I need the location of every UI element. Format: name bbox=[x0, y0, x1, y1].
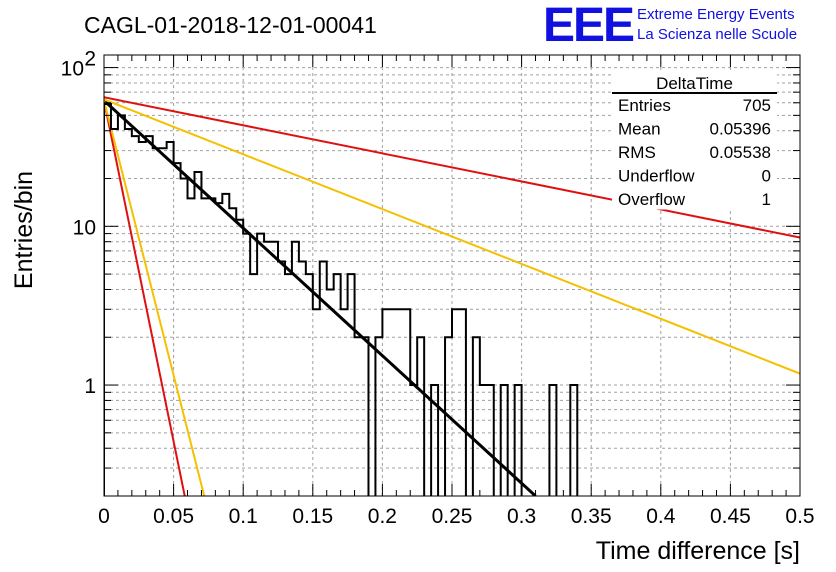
y-axis-label: Entries/bin bbox=[10, 171, 38, 289]
x-tick-label: 0.05 bbox=[153, 505, 194, 528]
eee-logo: EEE Extreme Energy Events La Scienza nel… bbox=[543, 0, 797, 52]
x-tick-label: 0.5 bbox=[785, 505, 814, 528]
grid-lines bbox=[104, 55, 800, 497]
stats-title: DeltaTime bbox=[656, 74, 733, 93]
x-tick-label: 0 bbox=[98, 505, 110, 528]
axes: 0 0.05 0.1 0.15 0.2 0.25 0.3 0.35 0.4 0.45 0.51101… bbox=[61, 48, 815, 528]
y-tick-label: 1 bbox=[84, 375, 96, 398]
x-tick-label: 0.1 bbox=[229, 505, 258, 528]
fit-line bbox=[104, 100, 206, 496]
fit-line bbox=[104, 100, 186, 496]
x-tick-label: 0.35 bbox=[571, 505, 612, 528]
histogram-outline bbox=[104, 102, 579, 496]
stats-row-label: Entries bbox=[618, 96, 671, 115]
stats-row-value: 705 bbox=[743, 96, 771, 115]
plot-area bbox=[104, 96, 800, 496]
logo-line-1: Extreme Energy Events bbox=[637, 6, 795, 23]
stats-row-label: Overflow bbox=[618, 190, 686, 209]
stats-row-label: Mean bbox=[618, 120, 661, 139]
eee-logo-text: EEE bbox=[543, 0, 634, 52]
y-tick-label: 10 bbox=[61, 58, 84, 81]
x-tick-label: 0.3 bbox=[507, 505, 536, 528]
y-tick-label: 10 bbox=[73, 216, 96, 239]
stats-row-value: 0.05538 bbox=[710, 143, 771, 162]
stats-row-value: 1 bbox=[762, 190, 771, 209]
stats-box: DeltaTime Entries 705 Mean 0.05396 RMS 0.05538… bbox=[612, 73, 777, 210]
stats-row-value: 0 bbox=[762, 167, 771, 186]
stats-row-value: 0.05396 bbox=[710, 120, 771, 139]
x-tick-label: 0.15 bbox=[292, 505, 333, 528]
x-tick-label: 0.45 bbox=[710, 505, 751, 528]
fit-line bbox=[104, 96, 800, 239]
fit-line bbox=[104, 98, 800, 375]
x-tick-label: 0.25 bbox=[432, 505, 473, 528]
y-tick-exponent: 2 bbox=[84, 48, 96, 71]
logo-line-2: La Scienza nelle Scuole bbox=[637, 26, 797, 43]
stats-row-label: Underflow bbox=[618, 167, 695, 186]
x-axis-label: Time difference [s] bbox=[596, 537, 800, 565]
x-tick-label: 0.2 bbox=[368, 505, 397, 528]
x-tick-label: 0.4 bbox=[646, 505, 676, 528]
histogram bbox=[104, 102, 579, 496]
stats-box-bg bbox=[612, 73, 777, 210]
stats-row-label: RMS bbox=[618, 143, 656, 162]
chart-title: CAGL-01-2018-12-01-00041 bbox=[84, 12, 377, 38]
